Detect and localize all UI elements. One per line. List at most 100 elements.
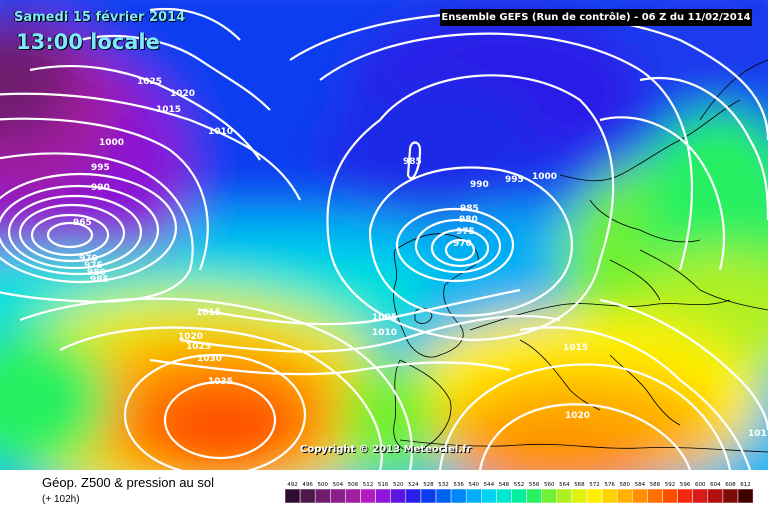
isobar-label: 1020 [170, 89, 195, 99]
forecast-time: 13:00 locale [16, 30, 160, 54]
legend-value: 504 [333, 482, 344, 488]
isobar-label: 1000 [532, 172, 557, 182]
legend-swatch [420, 488, 437, 504]
legend-value: 516 [378, 482, 389, 488]
legend-swatch [496, 488, 512, 504]
isobar-label: 1010 [208, 127, 233, 137]
legend-swatch [299, 488, 316, 504]
isobar-label: 1010 [372, 328, 397, 338]
isobar-label: 975 [456, 227, 475, 237]
isobar-label: 980 [459, 215, 478, 225]
isobar-label: 1005 [372, 313, 397, 323]
isobar-label: 1015 [563, 343, 588, 353]
legend-value: 564 [559, 482, 570, 488]
isobar-label: 980 [87, 268, 106, 278]
isobar-label: 990 [470, 180, 489, 190]
legend-value: 612 [740, 482, 751, 488]
isobar-label: 1035 [208, 377, 233, 387]
legend-value: 500 [318, 482, 329, 488]
legend-swatch [314, 488, 331, 504]
legend-value: 528 [423, 482, 434, 488]
isobar-label: 970 [453, 239, 472, 249]
legend-swatch [345, 488, 361, 504]
isobar-label: 995 [91, 163, 110, 173]
legend-value: 520 [393, 482, 404, 488]
legend-value: 496 [302, 482, 313, 488]
isobar-label: 1015 [196, 308, 221, 318]
legend-value: 592 [665, 482, 676, 488]
legend-swatch [571, 488, 588, 504]
legend-swatch [481, 488, 497, 504]
legend-value: 512 [363, 482, 374, 488]
isobar-label: 1020 [565, 411, 590, 421]
legend-swatch [632, 488, 648, 504]
legend-value: 572 [589, 482, 600, 488]
legend-value: 540 [469, 482, 480, 488]
legend-swatch [707, 488, 724, 504]
isobar-label: 985 [90, 275, 109, 285]
forecast-date: Samedi 15 février 2014 [14, 10, 186, 25]
isobar-label: 985 [403, 157, 422, 167]
legend-swatch [330, 488, 346, 504]
legend-swatch [450, 488, 467, 504]
legend-swatch [405, 488, 422, 504]
color-scale-legend: 492 496 500 504 508 512 516 520 524 528 532 536 540 5… [285, 482, 754, 504]
isobar-label: 1025 [186, 342, 211, 352]
legend-swatch [511, 488, 527, 504]
legend-value: 608 [725, 482, 736, 488]
legend-swatch [526, 488, 542, 504]
isobar-label: 970 [79, 254, 98, 264]
model-run-label: Ensemble GEFS (Run de contrôle) - 06 Z d… [440, 9, 752, 26]
copyright-notice: Copyright © 2013 Meteociel.fr [300, 444, 472, 455]
legend-swatch [662, 488, 678, 504]
legend-value: 536 [453, 482, 464, 488]
legend-value: 544 [484, 482, 495, 488]
legend-swatch [375, 488, 391, 504]
isobars [0, 8, 768, 470]
isobar-labels: 1025 1020 1015 1010 1000 995 990 965 970… [73, 77, 767, 439]
isobar-label: 975 [84, 261, 103, 271]
legend-swatch [601, 488, 618, 504]
map-canvas: 1025 1020 1015 1010 1000 995 990 965 970… [0, 0, 768, 470]
legend-swatch [616, 488, 633, 504]
legend-value: 584 [635, 482, 646, 488]
legend-value: 580 [620, 482, 631, 488]
isobar-label: 1025 [137, 77, 162, 87]
legend-value: 568 [574, 482, 585, 488]
legend-value: 524 [408, 482, 419, 488]
isobar-label: 1020 [178, 332, 203, 342]
legend-swatch [360, 488, 376, 504]
legend-value: 548 [499, 482, 510, 488]
legend-value: 596 [680, 482, 691, 488]
legend-swatch [737, 488, 754, 504]
legend-swatch [390, 488, 407, 504]
legend-swatch [586, 488, 603, 504]
legend-value: 508 [348, 482, 359, 488]
legend-swatch [435, 488, 452, 504]
legend-swatch [465, 488, 482, 504]
coastlines [393, 59, 768, 453]
isobar-label: 990 [91, 183, 110, 193]
legend-value: 600 [695, 482, 706, 488]
legend-swatch [285, 488, 301, 504]
legend-swatch [556, 488, 573, 504]
legend-value: 588 [650, 482, 661, 488]
isobar-label: 965 [73, 218, 92, 228]
isobar-label: 101 [748, 429, 767, 439]
legend-value: 576 [604, 482, 615, 488]
legend-swatch [647, 488, 663, 504]
legend-swatch [692, 488, 709, 504]
legend-swatch [722, 488, 739, 504]
legend-swatch [541, 488, 558, 504]
legend-value: 532 [438, 482, 449, 488]
legend-value: 552 [514, 482, 525, 488]
map-title: Géop. Z500 & pression au sol [42, 475, 214, 490]
forecast-map: 1025 1020 1015 1010 1000 995 990 965 970… [0, 0, 768, 470]
legend-value: 560 [544, 482, 555, 488]
forecast-offset: (+ 102h) [42, 494, 80, 505]
legend-value: 556 [529, 482, 540, 488]
isobar-label: 1000 [99, 138, 124, 148]
legend-swatch [677, 488, 693, 504]
isobar-label: 985 [460, 204, 479, 214]
legend-value: 604 [710, 482, 721, 488]
